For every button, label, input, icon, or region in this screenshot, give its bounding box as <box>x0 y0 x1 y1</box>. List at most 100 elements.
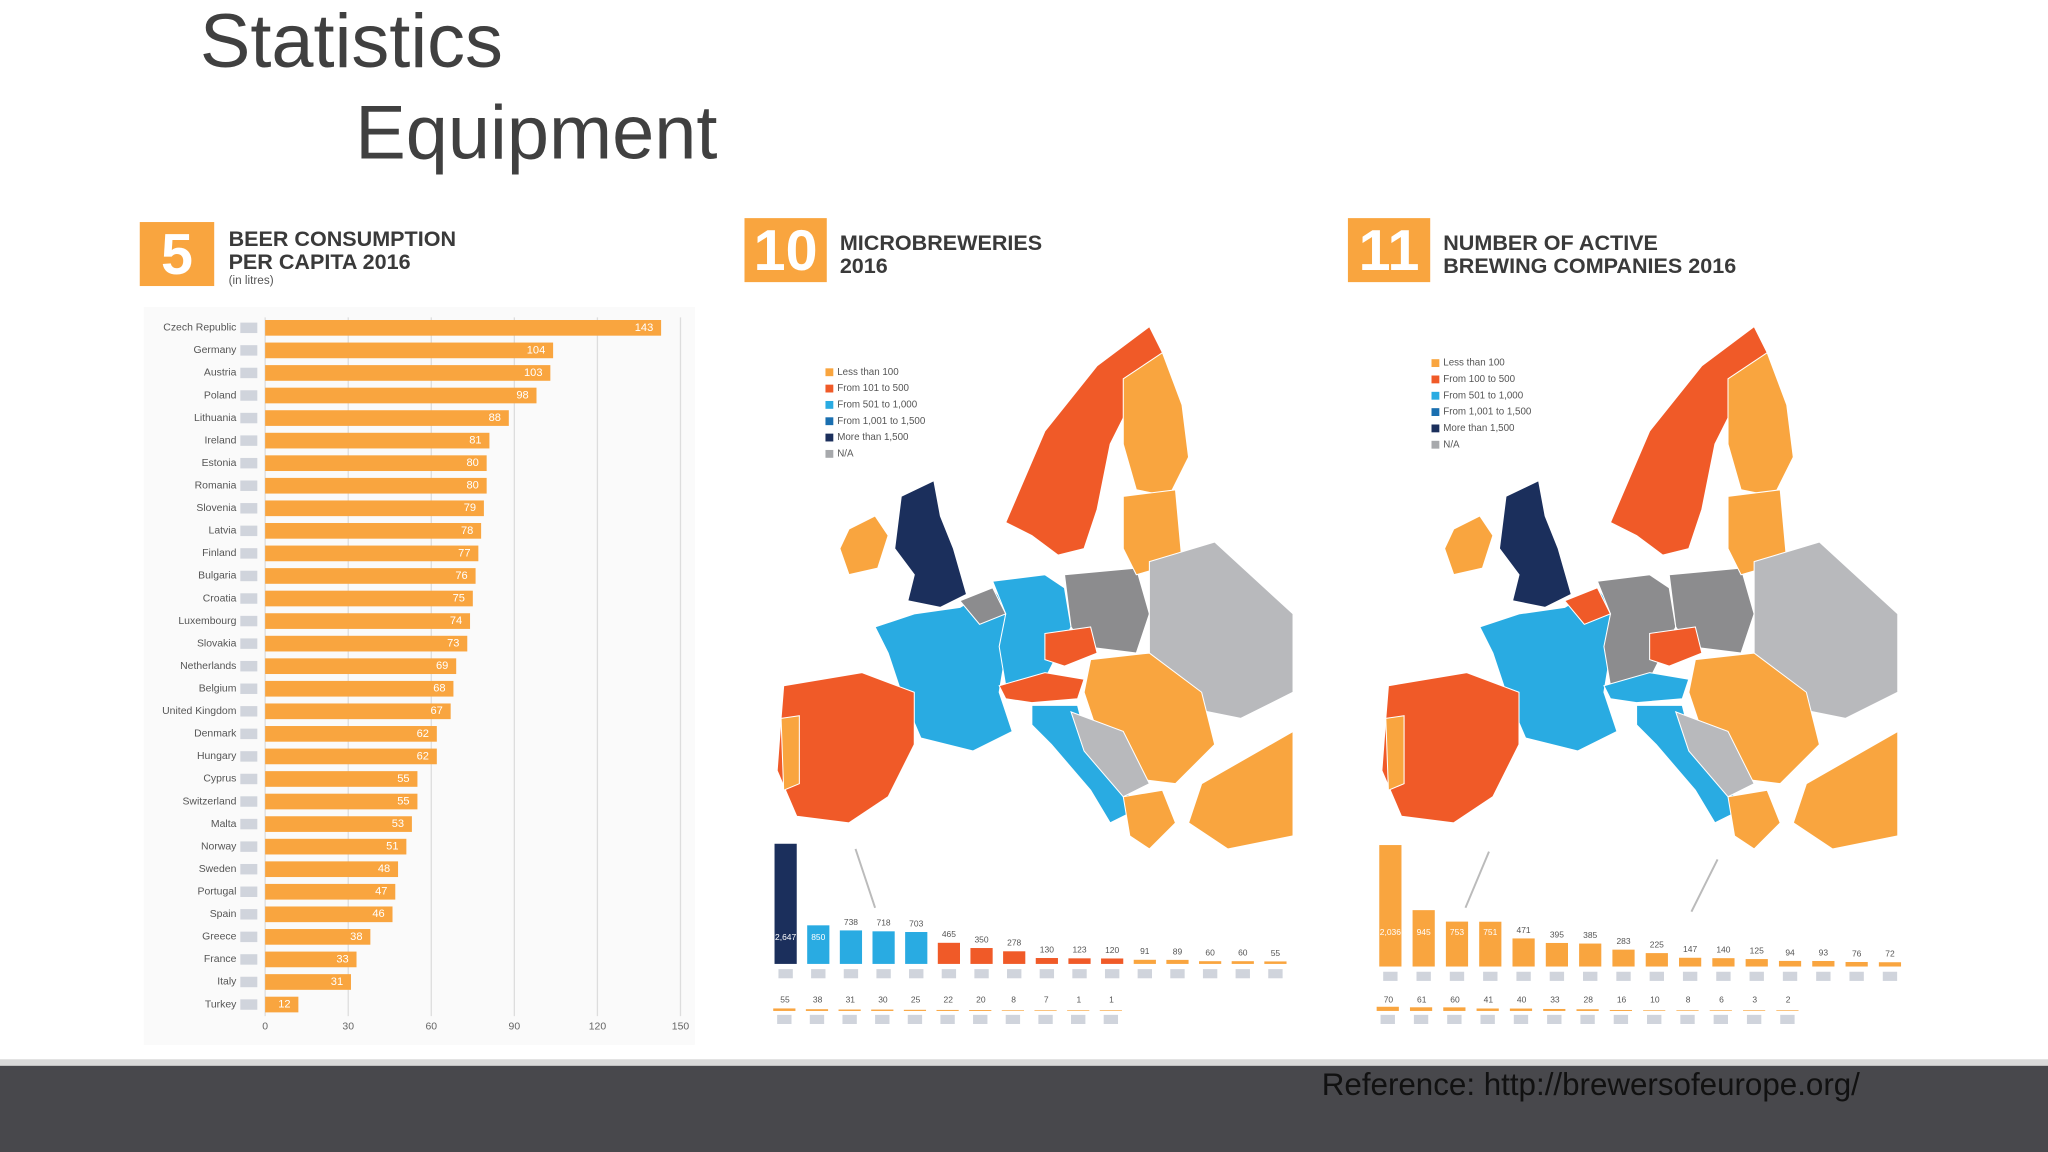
bar <box>1579 943 1602 967</box>
bar <box>1576 1009 1599 1011</box>
flag <box>240 525 258 537</box>
chart-number: 11 <box>1359 219 1420 283</box>
legend-swatch <box>825 368 834 377</box>
flag <box>1416 971 1431 981</box>
value-label: 147 <box>1683 944 1697 954</box>
bar <box>839 930 863 964</box>
value-label: 25 <box>911 995 921 1005</box>
legend-label: More than 1,500 <box>837 432 909 443</box>
flag <box>974 969 989 979</box>
value-label: 81 <box>469 435 481 447</box>
value-label: 350 <box>974 934 988 944</box>
bar <box>265 816 412 832</box>
flag <box>1380 1014 1395 1024</box>
map-region <box>1649 626 1703 667</box>
category-label: Latvia <box>209 526 237 537</box>
flag <box>1647 1014 1662 1024</box>
flag <box>940 1014 955 1024</box>
flag <box>240 322 258 334</box>
flag <box>1413 1014 1429 1024</box>
value-label: 2,036 <box>1380 927 1401 937</box>
flag <box>240 593 258 604</box>
bar <box>773 1008 796 1011</box>
flag <box>240 886 258 897</box>
category-label: Ireland <box>204 435 236 446</box>
flag <box>1682 971 1698 981</box>
bar <box>1099 1010 1122 1011</box>
flag <box>240 706 258 717</box>
value-label: 61 <box>1417 995 1427 1005</box>
value-label: 3 <box>1752 995 1757 1005</box>
arrow <box>1690 858 1719 913</box>
category-label: Portugal <box>198 887 237 898</box>
bar <box>1133 959 1156 964</box>
flag <box>1680 1014 1695 1024</box>
bar <box>807 925 830 964</box>
bar <box>265 793 418 810</box>
bar <box>265 748 437 765</box>
bar <box>1776 1010 1799 1011</box>
flag <box>240 683 258 694</box>
value-label: 76 <box>455 570 467 582</box>
legend-swatch <box>1431 440 1440 449</box>
value-label: 33 <box>336 953 348 965</box>
flag <box>1516 971 1531 981</box>
bar <box>1035 958 1058 964</box>
value-label: 89 <box>1173 946 1183 956</box>
slide-title: Statistics <box>200 0 503 84</box>
slide-subtitle: Equipment <box>355 90 717 175</box>
map-region <box>776 672 915 824</box>
bar <box>265 951 357 968</box>
value-label: 51 <box>386 841 398 853</box>
flag <box>941 969 957 979</box>
value-label: 47 <box>375 886 387 898</box>
value-label: 93 <box>1819 947 1829 957</box>
value-label: 123 <box>1072 945 1086 955</box>
x-tick-label: 30 <box>342 1021 354 1032</box>
value-label: 76 <box>1852 948 1862 958</box>
value-label: 55 <box>397 795 409 807</box>
value-label: 2,647 <box>775 932 796 942</box>
bar <box>1003 951 1026 964</box>
flag <box>1882 971 1898 981</box>
number-box <box>1347 218 1431 283</box>
x-tick-label: 120 <box>589 1021 607 1032</box>
flag <box>1005 1014 1021 1024</box>
flag <box>240 841 258 852</box>
chart-title: PER CAPITA 2016 <box>229 249 411 274</box>
value-label: 395 <box>1550 929 1564 939</box>
flag <box>876 969 891 979</box>
map-region <box>1603 672 1690 704</box>
legend-label: From 1,001 to 1,500 <box>837 416 926 427</box>
bar <box>265 680 454 697</box>
flag <box>1716 971 1731 981</box>
flag <box>240 390 258 401</box>
value-label: 104 <box>527 344 546 356</box>
value-label: 80 <box>466 480 478 492</box>
chart-number: 5 <box>161 223 193 287</box>
legend-swatch <box>1431 375 1440 384</box>
flag <box>1513 1014 1529 1024</box>
chart-title: NUMBER OF ACTIVE <box>1443 230 1658 255</box>
flag <box>1202 969 1218 979</box>
bar <box>1445 921 1469 967</box>
value-label: 1 <box>1109 995 1114 1005</box>
flag <box>1268 969 1283 979</box>
category-label: Switzerland <box>182 796 236 807</box>
value-label: 30 <box>878 995 888 1005</box>
map-region <box>1727 789 1781 850</box>
map-region <box>894 479 968 608</box>
bar <box>936 1009 959 1011</box>
legend-swatch <box>1431 408 1440 416</box>
flag <box>875 1014 890 1024</box>
footer-stripe <box>0 1059 2048 1066</box>
flag <box>1449 971 1465 981</box>
category-label: United Kingdom <box>162 706 236 717</box>
category-label: Germany <box>193 345 237 356</box>
map-region <box>959 587 1007 625</box>
value-label: 20 <box>976 995 986 1005</box>
value-label: 72 <box>1885 949 1895 959</box>
value-label: 40 <box>1517 995 1527 1005</box>
map-region <box>1070 710 1151 798</box>
